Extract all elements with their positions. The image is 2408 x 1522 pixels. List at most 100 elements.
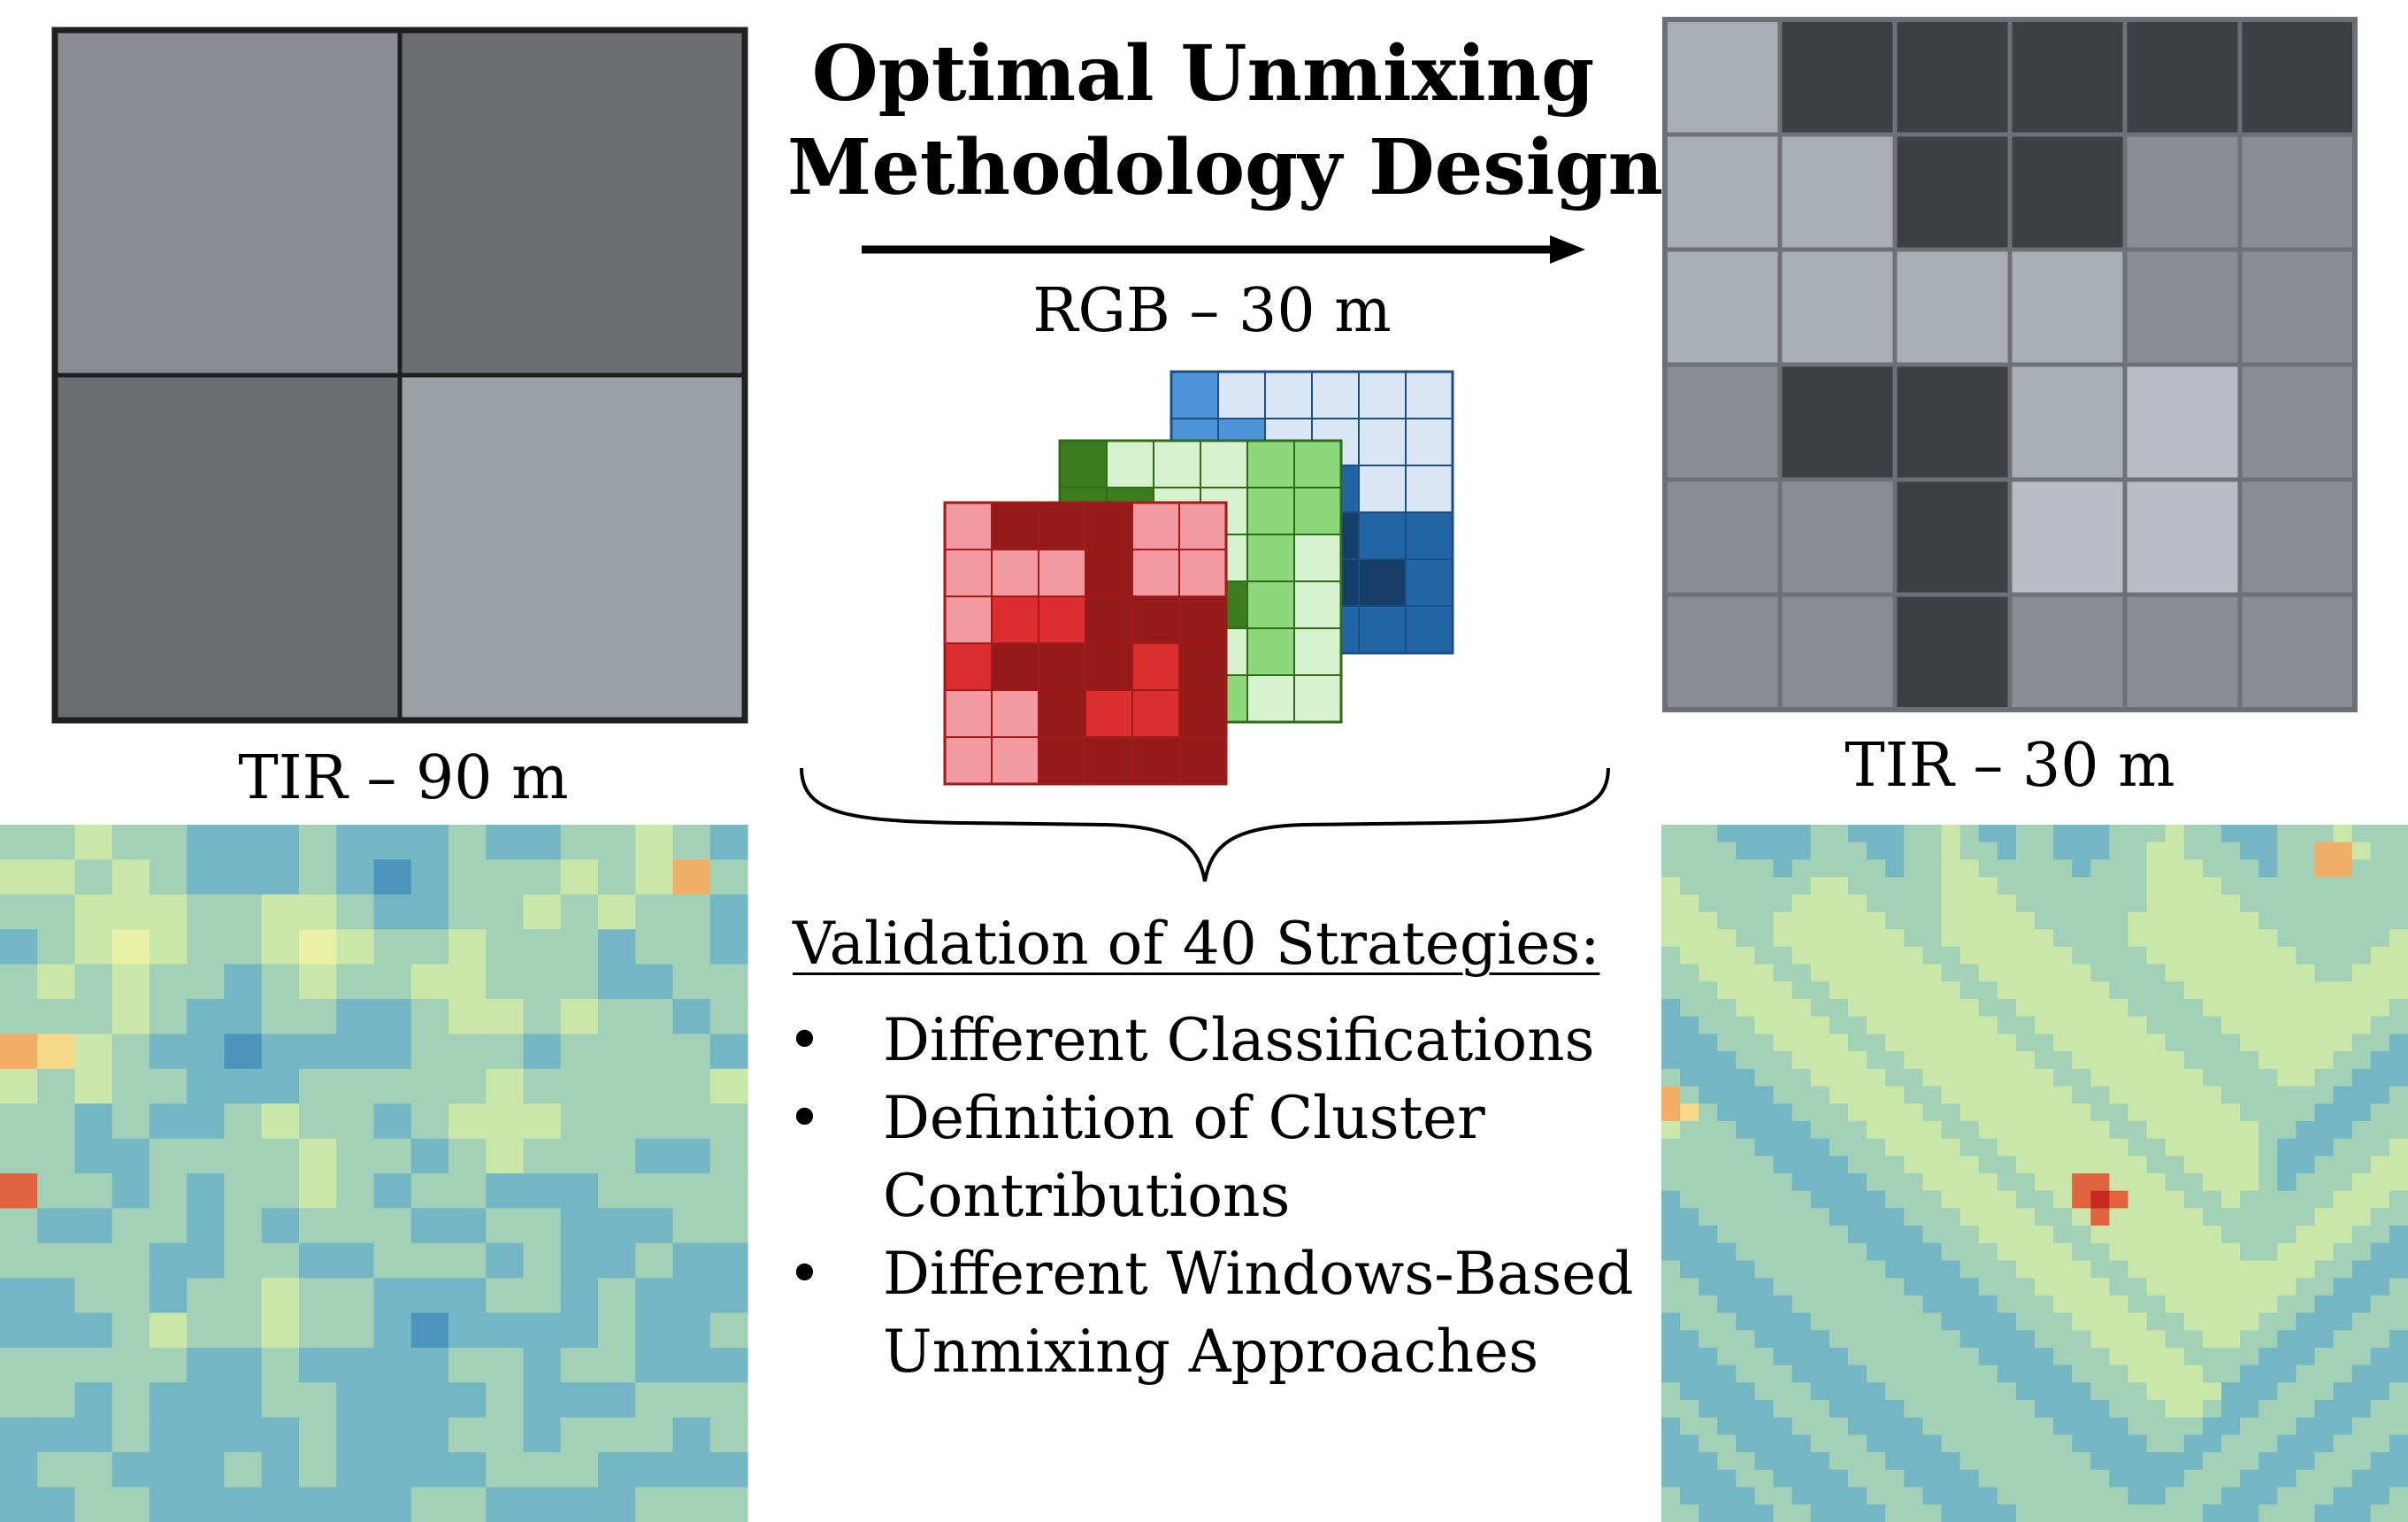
map-pixel <box>111 1348 150 1383</box>
map-pixel <box>0 929 38 965</box>
map-pixel <box>2015 1382 2036 1401</box>
map-pixel <box>1661 1173 1681 1192</box>
map-pixel <box>2221 1120 2241 1140</box>
map-pixel <box>373 1138 412 1174</box>
map-pixel <box>2090 1242 2110 1262</box>
map-pixel <box>2351 1051 2372 1070</box>
map-pixel <box>1885 894 1905 913</box>
map-pixel <box>709 1452 748 1488</box>
map-pixel <box>2072 946 2091 965</box>
map-pixel <box>1810 981 1830 1000</box>
map-pixel <box>2258 946 2278 965</box>
map-pixel <box>2072 1452 2091 1471</box>
map-pixel <box>1941 981 1961 1000</box>
map-pixel <box>2146 877 2166 896</box>
map-pixel <box>635 1034 674 1070</box>
map-pixel <box>150 1278 188 1314</box>
map-pixel <box>2035 1312 2054 1331</box>
map-pixel <box>1754 1295 1775 1314</box>
map-pixel <box>2146 1086 2166 1104</box>
map-pixel <box>2146 1260 2166 1279</box>
map-pixel <box>2165 1312 2185 1331</box>
map-pixel <box>261 1103 300 1140</box>
map-pixel <box>2015 1208 2036 1226</box>
map-pixel <box>37 1382 76 1418</box>
map-pixel <box>1848 1417 1867 1436</box>
map-pixel <box>2370 1452 2390 1471</box>
map-pixel <box>2015 825 2036 843</box>
map-pixel <box>2090 1120 2110 1140</box>
map-pixel <box>2351 999 2372 1018</box>
map-pixel <box>2128 964 2148 982</box>
map-pixel <box>1791 877 1812 896</box>
map-pixel <box>1959 981 1980 1000</box>
map-pixel <box>486 1173 525 1209</box>
map-pixel <box>1680 1295 1699 1314</box>
map-pixel <box>1661 859 1681 878</box>
map-pixel <box>1997 842 2017 860</box>
map-pixel <box>2351 1242 2372 1262</box>
map-pixel <box>1773 1434 1793 1453</box>
map-pixel <box>1885 1348 1905 1366</box>
map-pixel <box>2314 946 2335 965</box>
map-pixel <box>1680 1156 1699 1174</box>
map-pixel <box>0 964 38 1000</box>
map-pixel <box>2221 1156 2241 1174</box>
map-pixel <box>1885 946 1905 965</box>
grid-cell <box>2007 362 2128 482</box>
map-pixel <box>1736 1434 1756 1453</box>
map-pixel <box>2351 1400 2372 1418</box>
grid-cell <box>1246 487 1295 535</box>
map-pixel <box>1997 1103 2017 1122</box>
grid-cell <box>2122 592 2243 712</box>
map-pixel <box>2146 1400 2166 1418</box>
map-pixel <box>1904 929 1923 948</box>
map-pixel <box>2389 825 2408 843</box>
grid-cell <box>1405 511 1453 560</box>
grid-cell <box>397 27 748 378</box>
map-pixel <box>1829 1452 1849 1471</box>
map-pixel <box>1773 1034 1793 1052</box>
map-pixel <box>560 859 599 896</box>
map-pixel <box>1867 1138 1886 1157</box>
map-pixel <box>261 1138 300 1174</box>
map-pixel <box>1661 825 1681 843</box>
map-pixel <box>2109 1086 2129 1104</box>
map-pixel <box>1885 1051 1905 1070</box>
map-pixel <box>523 859 562 896</box>
map-pixel <box>2202 1190 2222 1209</box>
map-pixel <box>2296 1278 2316 1296</box>
map-pixel <box>2314 1487 2335 1505</box>
map-pixel <box>598 999 636 1034</box>
map-pixel <box>1922 1452 1943 1471</box>
map-pixel <box>1810 1469 1830 1488</box>
map-pixel <box>2053 1051 2073 1070</box>
map-pixel <box>1791 859 1812 878</box>
map-pixel <box>2146 1068 2166 1088</box>
map-pixel <box>336 1034 375 1070</box>
map-pixel <box>2015 1173 2036 1192</box>
map-pixel <box>224 1242 263 1279</box>
map-pixel <box>1867 1330 1886 1349</box>
map-pixel <box>2370 1138 2390 1157</box>
map-pixel <box>1810 877 1830 896</box>
map-pixel <box>2183 1190 2204 1209</box>
map-pixel <box>635 999 674 1034</box>
map-pixel <box>1773 877 1793 896</box>
map-pixel <box>2296 1190 2316 1209</box>
grid-cell <box>1777 592 1898 712</box>
map-pixel <box>2370 1330 2390 1349</box>
map-pixel <box>2314 842 2335 860</box>
map-pixel <box>2370 964 2390 982</box>
map-pixel <box>0 1417 38 1453</box>
map-pixel <box>1736 1417 1756 1436</box>
map-pixel <box>261 1417 300 1453</box>
map-pixel <box>1904 1103 1923 1122</box>
map-pixel <box>74 1278 113 1314</box>
map-pixel <box>2146 1051 2166 1070</box>
map-pixel <box>2183 825 2204 843</box>
grid-cell <box>1293 627 1342 676</box>
map-pixel <box>1885 1068 1905 1088</box>
map-pixel <box>2389 1364 2408 1383</box>
map-pixel <box>598 1173 636 1209</box>
